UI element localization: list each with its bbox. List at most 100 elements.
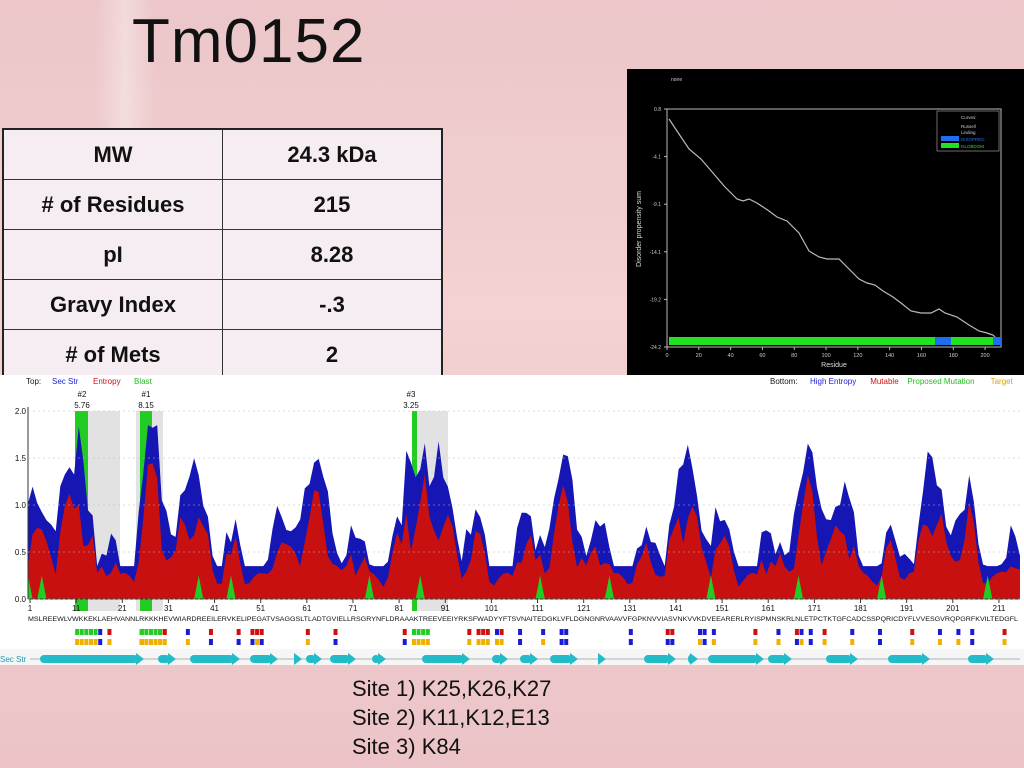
mutation-box <box>808 639 813 645</box>
target-box <box>158 629 163 635</box>
target-box <box>411 629 416 635</box>
mutation-box <box>698 639 703 645</box>
mutation-box <box>910 629 915 635</box>
target-box <box>88 639 93 645</box>
x-tick-label: 181 <box>854 604 868 613</box>
entropy-plot: Top: Sec Str Entropy Blast Bottom: High Entro… <box>0 377 1024 665</box>
legend-swatch <box>941 143 959 148</box>
mutation-box <box>850 639 855 645</box>
y-tick-label: -14.1 <box>650 250 662 256</box>
globdom-bar <box>669 337 993 345</box>
target-box <box>411 639 416 645</box>
helix <box>250 655 272 663</box>
target-box <box>425 629 430 635</box>
helix-arrow <box>500 653 508 665</box>
x-axis-label: Residue <box>821 362 847 369</box>
target-box <box>93 629 98 635</box>
mutation-box <box>476 629 481 635</box>
mutation-box <box>236 629 241 635</box>
site-marker-score: 5.76 <box>74 401 90 410</box>
helix-arrow <box>348 653 356 665</box>
mutation-box <box>467 639 472 645</box>
property-row: # of Mets 2 <box>2 329 443 381</box>
x-tick-label: 151 <box>715 604 729 613</box>
mutation-box <box>794 639 799 645</box>
site-item: Site 2) K11,K12,E13 <box>352 705 550 730</box>
mutation-box <box>107 629 112 635</box>
mutation-box <box>937 639 942 645</box>
x-tick-label: 31 <box>164 604 173 613</box>
target-box <box>144 629 149 635</box>
x-tick-label: 51 <box>256 604 265 613</box>
mutation-box <box>970 639 975 645</box>
legend-swatch <box>941 136 959 141</box>
x-tick-label: 191 <box>900 604 914 613</box>
mutation-box <box>518 629 523 635</box>
mutation-box <box>259 629 264 635</box>
mutation-box <box>776 639 781 645</box>
target-box <box>153 629 158 635</box>
disopred-bar <box>935 337 951 345</box>
mutation-box <box>670 629 675 635</box>
target-box <box>144 639 149 645</box>
target-box <box>84 639 89 645</box>
mutation-box <box>162 629 167 635</box>
target-box <box>421 629 426 635</box>
slide-title: Tm0152 <box>132 7 366 76</box>
x-tick-label: 200 <box>981 353 990 359</box>
mutation-box <box>711 639 716 645</box>
mutation-box <box>956 639 961 645</box>
legend-item: Sec Str <box>52 377 79 386</box>
mutation-box <box>559 629 564 635</box>
site-marker-id: #1 <box>142 390 151 399</box>
helix-arrow <box>314 653 322 665</box>
x-tick-label: 201 <box>946 604 960 613</box>
mutation-box <box>541 639 546 645</box>
target-box <box>421 639 426 645</box>
property-row: # of Residues 215 <box>2 179 443 230</box>
property-value: 215 <box>222 179 443 230</box>
x-tick-label: 100 <box>821 353 830 359</box>
helix-arrow <box>232 653 240 665</box>
sequence-text: MSLREEWLVWKKEKLAEHVANNLRKKKHEVWIARDREEIL… <box>28 616 1018 623</box>
property-label: # of Mets <box>2 329 223 381</box>
mutation-box <box>476 639 481 645</box>
property-value: 8.28 <box>222 229 443 280</box>
mutation-box <box>333 639 338 645</box>
mutation-box <box>799 629 804 635</box>
x-tick-label: 121 <box>577 604 591 613</box>
legend-label: Top: <box>26 377 41 386</box>
mutation-box <box>877 629 882 635</box>
mutation-box <box>485 629 490 635</box>
target-box <box>153 639 158 645</box>
x-tick-label: 131 <box>623 604 637 613</box>
legend-line: Linding <box>961 130 976 135</box>
y-tick-label: 0.0 <box>15 595 27 604</box>
x-tick-label: 180 <box>949 353 958 359</box>
disopred-bar <box>993 337 1001 345</box>
x-tick-label: 140 <box>885 353 894 359</box>
property-value: 2 <box>222 329 443 381</box>
helix-arrow <box>270 653 278 665</box>
helix <box>190 655 234 663</box>
legend-label: Bottom: <box>770 377 798 386</box>
x-tick-label: 141 <box>669 604 683 613</box>
x-tick-label: 40 <box>728 353 734 359</box>
helix-arrow <box>756 653 764 665</box>
site-item: Site 1) K25,K26,K27 <box>352 676 552 701</box>
legend-item: Target <box>991 377 1014 386</box>
mutation-box <box>499 629 504 635</box>
mutation-box <box>665 629 670 635</box>
helix <box>492 655 502 663</box>
mutation-box <box>208 629 213 635</box>
y-tick-label: -9.1 <box>652 202 661 208</box>
mutation-box <box>564 639 569 645</box>
disorder-plot: none 0.8 -4.1 -9.1 -14.1 -19.2 -24.20 20 40 60 80 1… <box>636 77 1002 369</box>
mutation-box <box>162 639 167 645</box>
mutation-box <box>799 639 804 645</box>
site-item: Site 3) K84 <box>352 734 461 759</box>
legend-entry: DISOPRED <box>961 137 985 142</box>
helix-arrow <box>136 653 144 665</box>
sec-str-track <box>0 649 1024 665</box>
mutation-box <box>305 639 310 645</box>
